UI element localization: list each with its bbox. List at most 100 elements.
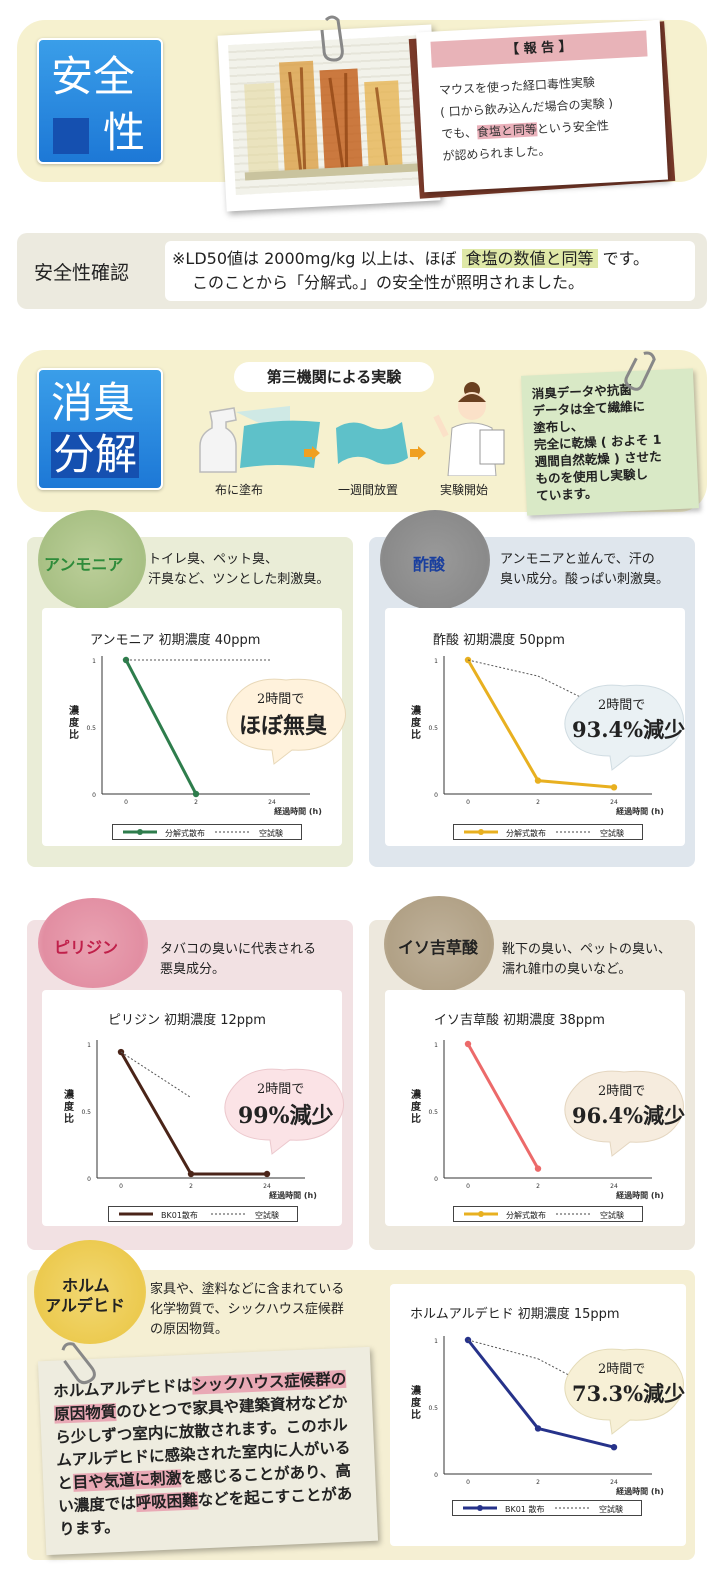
isovaleric-blob [384, 896, 494, 992]
result-bubble [226, 678, 346, 765]
card-name: イソ吉草酸 [398, 938, 479, 957]
legend-blank: 空試験 [259, 829, 283, 838]
scientist-icon [433, 382, 505, 476]
y-tick-label: 0 [434, 1472, 438, 1479]
beakers-illustration [244, 60, 419, 181]
chart-legend: 分解式散布 空試験 [453, 824, 643, 840]
legend-swatch [555, 1507, 589, 1509]
card-name: ピリジン [54, 938, 119, 957]
x-tick-label: 2 [194, 799, 198, 806]
card-desc-line: 悪臭成分。 [160, 962, 226, 977]
chart-legend: 分解式散布 空試験 [453, 1206, 643, 1222]
paperclip-icon [61, 1342, 96, 1385]
y-axis-label: 比 [411, 1408, 421, 1421]
legend-blank: 空試験 [255, 1211, 279, 1220]
bubble-main: 96.4%減少 [572, 1103, 686, 1128]
x-tick-label: 24 [268, 799, 276, 806]
x-tick-label: 0 [466, 1479, 470, 1486]
bubble-main: 99%減少 [238, 1103, 334, 1129]
experiment-title: 第三機関による実験 [234, 362, 434, 392]
legend-blank: 空試験 [600, 1211, 624, 1220]
y-tick-label: 1 [87, 1042, 91, 1049]
data-point [464, 1040, 472, 1048]
x-axis-label: 経過時間 (h) [616, 1486, 664, 1496]
badge-line-1: 安全 [51, 52, 136, 101]
card-desc-line: 濡れ雑巾の臭いなど。 [502, 962, 632, 977]
x-tick-label: 0 [466, 799, 470, 806]
badge-square [53, 118, 89, 154]
y-tick-label: 0.5 [428, 1109, 438, 1116]
series-line-blank [120, 1051, 192, 1099]
report-card: 【 報 告 】 マウスを使った経口毒性実験 ( 口から飲み込んだ場合の実験 ) … [415, 19, 669, 193]
card-name: アンモニア [44, 555, 124, 574]
data-point [192, 790, 200, 798]
note-highlight: 呼吸困難 [135, 1491, 199, 1513]
y-axis-label: 度 [411, 1100, 422, 1113]
series-line-treated [466, 659, 540, 782]
x-tick-label: 2 [536, 1479, 540, 1486]
chart-legend: 分解式散布 空試験 [112, 824, 302, 840]
formaldehyde-blob [34, 1240, 146, 1344]
y-tick-label: 1 [434, 658, 438, 665]
badge-line-2: 分解 [51, 430, 140, 479]
beakers-image [228, 35, 430, 195]
card-desc-line: トイレ臭、ペット臭、 [148, 552, 279, 567]
data-point [534, 1165, 542, 1172]
y-axis-label: 度 [411, 1396, 422, 1409]
data-point [187, 1170, 195, 1178]
bubble-top: 2時間で [257, 692, 305, 707]
legend-swatch [215, 831, 249, 833]
confirm-highlight: 食塩の数値と同等 [461, 249, 598, 268]
y-axis-label: 比 [411, 1112, 421, 1125]
step-label: 一週間放置 [338, 483, 399, 497]
bubble-main: 93.4%減少 [572, 717, 686, 742]
lab-photo [217, 24, 441, 212]
y-tick-label: 0.5 [428, 725, 438, 732]
legend-swatch [123, 829, 157, 835]
x-tick-label: 2 [189, 1183, 193, 1190]
safety-confirm-line-1: ※LD50値は 2000mg/kg 以上は、ほぼ 食塩の数値と同等 です。 [172, 249, 650, 268]
series-line-treated [119, 1051, 193, 1175]
legend-series: BK01散布 [161, 1211, 198, 1220]
y-axis-label: 比 [69, 728, 79, 741]
card-desc-line: タバコの臭いに代表される [160, 942, 317, 957]
legend-swatch [556, 831, 590, 833]
y-axis-label: 度 [64, 1100, 75, 1113]
result-bubble [564, 684, 684, 771]
x-tick-label: 0 [119, 1183, 123, 1190]
legend-swatch [464, 829, 498, 835]
safety-badge: 安全 性 [37, 38, 163, 164]
x-tick-label: 2 [536, 1183, 540, 1190]
data-point [534, 777, 542, 784]
deodor-badge: 消臭 分解 [37, 368, 163, 490]
series-line-treated [466, 1043, 540, 1170]
card-desc-line: 化学物質で、シックハウス症候群 [150, 1302, 344, 1317]
data-point [610, 1444, 618, 1451]
y-tick-label: 1 [92, 658, 96, 665]
card-desc-line: 汗臭など、ツンとした刺激臭。 [148, 572, 330, 587]
result-bubble [564, 1070, 684, 1157]
card-desc-line: の原因物質。 [150, 1322, 229, 1337]
safety-confirm-box [165, 241, 695, 301]
x-axis-label: 経過時間 (h) [616, 806, 664, 816]
legend-blank: 空試験 [600, 829, 624, 838]
y-axis-label: 濃 [411, 1384, 422, 1397]
data-point [610, 784, 618, 791]
y-tick-label: 1 [434, 1042, 438, 1049]
legend-blank: 空試験 [599, 1505, 623, 1514]
chart-legend: BK01散布 空試験 [108, 1206, 298, 1222]
bubble-main: 73.3%減少 [572, 1381, 686, 1406]
x-tick-label: 24 [610, 1183, 618, 1190]
legend-series: BK01 散布 [505, 1505, 545, 1514]
cloth-icon [336, 422, 408, 465]
bubble-top: 2時間で [257, 1082, 305, 1097]
series-line-blank [467, 1339, 539, 1360]
x-tick-label: 0 [124, 799, 128, 806]
y-axis-label: 濃 [411, 704, 422, 717]
x-axis-label: 経過時間 (h) [269, 1190, 317, 1200]
legend-series: 分解式散布 [506, 829, 546, 838]
